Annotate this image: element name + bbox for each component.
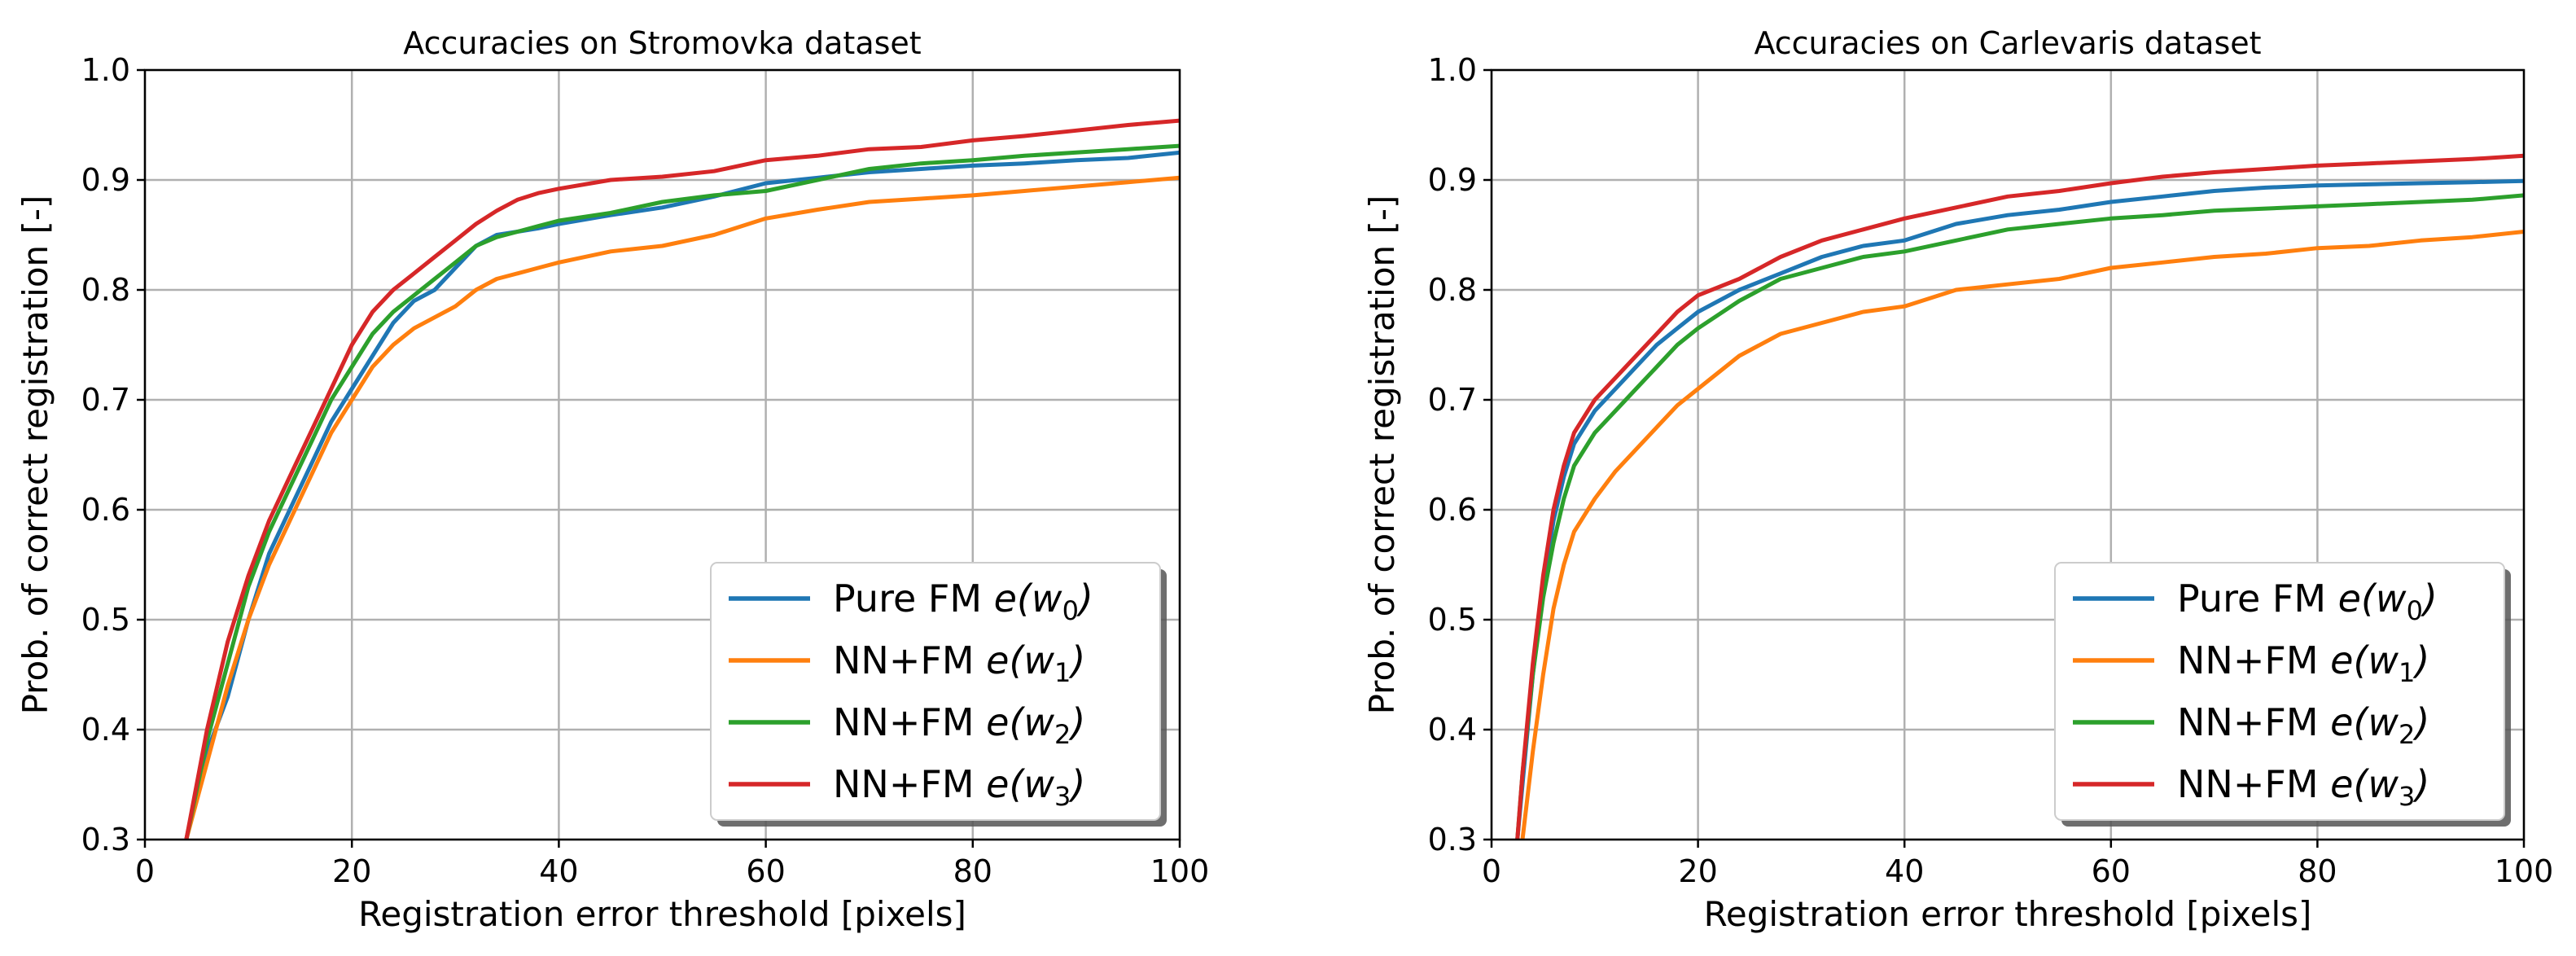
- legend-subscript: 2: [1054, 719, 1071, 750]
- legend-label-w2: NN+FM e(w2): [833, 700, 1085, 750]
- legend-label-w0: Pure FM e(w0): [2177, 577, 2438, 626]
- series-line-w1: [1520, 230, 2524, 840]
- y-tick-label: 0.7: [1428, 382, 1477, 418]
- legend-method-name: NN+FM: [833, 638, 975, 682]
- carlevaris-title: Accuracies on Carlevaris dataset: [1754, 25, 2261, 61]
- y-tick-label: 0.7: [81, 382, 130, 418]
- stromovka-x-axis-label: Registration error threshold [pixels]: [358, 894, 966, 934]
- legend-box: [2054, 562, 2505, 821]
- legend-subscript: 0: [2407, 595, 2423, 626]
- legend-label-w3: NN+FM e(w3): [2177, 762, 2429, 812]
- legend-box: [710, 562, 1161, 821]
- legend-method-name: NN+FM: [2177, 762, 2319, 806]
- stromovka-axes-frame: [143, 68, 1181, 841]
- series-line-w0: [184, 150, 1180, 840]
- y-tick-label: 0.9: [81, 162, 130, 198]
- legend-method-name: NN+FM: [833, 700, 975, 744]
- y-tick-label: 0.6: [81, 492, 130, 528]
- x-tick-label: 20: [1678, 853, 1717, 889]
- legend-subscript: 1: [2399, 657, 2415, 688]
- series-line-w2: [184, 143, 1180, 840]
- carlevaris-x-axis-label: Registration error threshold [pixels]: [1704, 894, 2312, 934]
- legend-method-name: NN+FM: [2177, 700, 2319, 744]
- x-tick-label: 0: [135, 853, 155, 889]
- legend-label-w1: NN+FM e(w1): [2177, 638, 2429, 688]
- legend-method-name: Pure FM: [2177, 577, 2326, 621]
- y-tick-label: 0.3: [1428, 822, 1477, 857]
- y-tick-label: 0.8: [81, 272, 130, 308]
- legend-label-w0: Pure FM e(w0): [833, 577, 1093, 626]
- legend-subscript: 2: [2399, 719, 2415, 750]
- x-tick-label: 80: [953, 853, 992, 889]
- y-tick-label: 1.0: [1428, 52, 1477, 88]
- x-tick-label: 60: [746, 853, 785, 889]
- x-tick-label: 100: [1150, 853, 1210, 889]
- series-line-w3: [184, 118, 1180, 840]
- legend-subscript: 0: [1062, 595, 1079, 626]
- x-tick-label: 0: [1482, 853, 1501, 889]
- y-tick-label: 0.9: [1428, 162, 1477, 198]
- y-tick-label: 0.5: [81, 602, 130, 638]
- carlevaris-chart: 0 20 40 60 80 1000.30.40.50.60.70.80.91.0Accu…: [1362, 25, 2553, 934]
- x-tick-label: 80: [2298, 853, 2337, 889]
- y-tick-label: 0.6: [1428, 492, 1477, 528]
- x-tick-label: 40: [539, 853, 578, 889]
- series-line-w1: [184, 175, 1180, 840]
- stromovka-series-group: [184, 118, 1180, 840]
- y-tick-label: 0.5: [1428, 602, 1477, 638]
- x-tick-label: 40: [1885, 853, 1924, 889]
- y-tick-label: 0.8: [1428, 272, 1477, 308]
- x-tick-label: 60: [2092, 853, 2131, 889]
- stromovka-chart: 0 20 40 60 80 1000.30.40.50.60.70.80.91.0Accu…: [15, 25, 1209, 934]
- y-tick-label: 0.4: [1428, 712, 1477, 748]
- series-line-w3: [1515, 153, 2524, 840]
- x-tick-label: 20: [332, 853, 371, 889]
- legend-method-name: NN+FM: [833, 762, 975, 806]
- legend-method-name: Pure FM: [833, 577, 982, 621]
- stromovka-legend: Pure FM e(w0)NN+FM e(w1)NN+FM e(w2)NN+FM…: [710, 562, 1167, 827]
- series-line-w2: [1515, 193, 2524, 840]
- y-tick-label: 0.3: [81, 822, 130, 857]
- carlevaris-y-axis-label: Prob. of correct registration [-]: [1362, 195, 1402, 715]
- stromovka-y-axis-label: Prob. of correct registration [-]: [15, 195, 55, 715]
- y-tick-label: 1.0: [81, 52, 130, 88]
- legend-subscript: 1: [1054, 657, 1071, 688]
- stromovka-title: Accuracies on Stromovka dataset: [403, 25, 921, 61]
- carlevaris-axes-frame: [1490, 68, 2526, 841]
- legend-label-w3: NN+FM e(w3): [833, 762, 1085, 812]
- x-tick-label: 100: [2495, 853, 2554, 889]
- carlevaris-legend: Pure FM e(w0)NN+FM e(w1)NN+FM e(w2)NN+FM…: [2054, 562, 2511, 827]
- legend-subscript: 3: [2399, 781, 2415, 812]
- legend-subscript: 3: [1054, 781, 1071, 812]
- legend-label-w2: NN+FM e(w2): [2177, 700, 2429, 750]
- legend-method-name: NN+FM: [2177, 638, 2319, 682]
- series-line-w0: [1515, 178, 2524, 840]
- y-tick-label: 0.4: [81, 712, 130, 748]
- legend-label-w1: NN+FM e(w1): [833, 638, 1085, 688]
- carlevaris-series-group: [1515, 153, 2524, 840]
